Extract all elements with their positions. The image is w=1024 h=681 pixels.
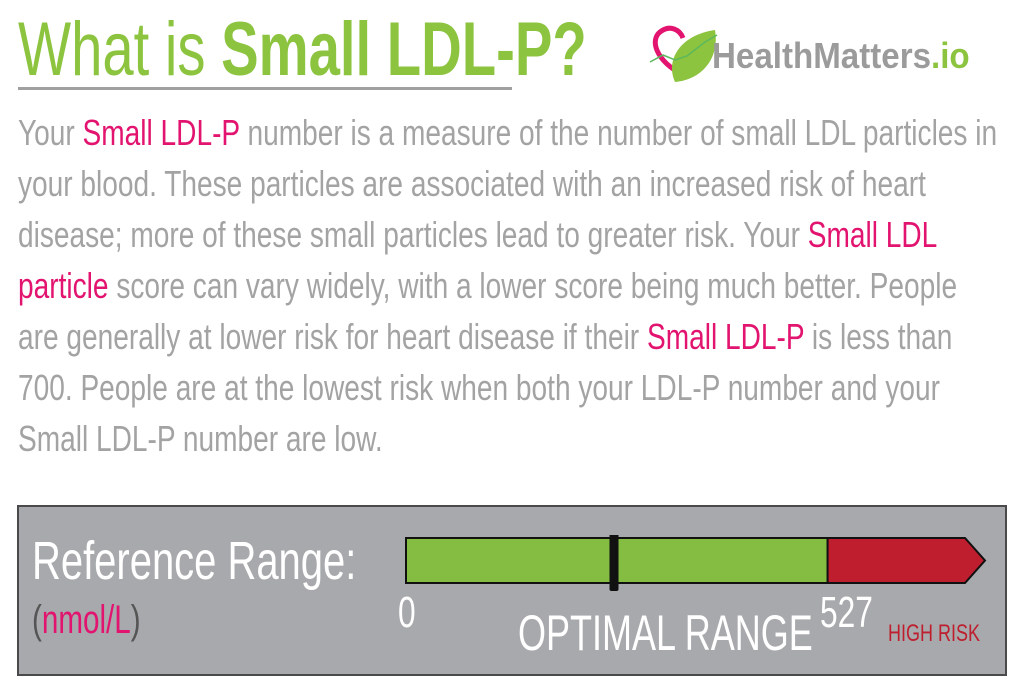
text-segment: score can vary widely, with a lower scor… bbox=[108, 265, 958, 306]
optimal-range-label: OPTIMAL RANGE bbox=[518, 605, 813, 661]
threshold-label: 527 bbox=[820, 588, 873, 637]
paragraph-line: 700. People are at the lowest risk when … bbox=[18, 367, 940, 409]
reference-range-label: Reference Range: bbox=[32, 531, 357, 591]
paragraph-line: disease; more of these small particles l… bbox=[18, 214, 937, 256]
text-segment: are generally at lower risk for heart di… bbox=[18, 316, 647, 357]
highlighted-term: Small LDL bbox=[807, 214, 938, 255]
heart-icon bbox=[652, 25, 686, 78]
min-label: 0 bbox=[398, 588, 416, 637]
paragraph-line: your blood. These particles are associat… bbox=[18, 163, 926, 205]
text-segment: 700. People are at the lowest risk when … bbox=[18, 367, 940, 408]
highlighted-term: Small LDL-P bbox=[82, 112, 240, 153]
paragraph-line: Your Small LDL-P number is a measure of … bbox=[18, 112, 997, 154]
title-divider bbox=[18, 87, 512, 90]
paragraph-line: Small LDL-P number are low. bbox=[18, 418, 383, 460]
high-risk-label: HIGH RISK bbox=[888, 620, 981, 647]
value-marker bbox=[609, 535, 619, 591]
high-risk-segment bbox=[826, 537, 987, 584]
text-segment: Small LDL-P number are low. bbox=[18, 418, 383, 459]
leaf-icon bbox=[671, 30, 716, 82]
paragraph-line: are generally at lower risk for heart di… bbox=[18, 316, 952, 358]
text-segment: is less than bbox=[804, 316, 953, 357]
unit-label: (nmol/L) bbox=[32, 598, 141, 642]
logo-text: HealthMatters.io bbox=[712, 35, 970, 76]
paragraph-line: particle score can vary widely, with a l… bbox=[18, 265, 957, 307]
healthmatters-logo bbox=[649, 25, 718, 82]
page-title: What is Small LDL-P? bbox=[18, 7, 587, 92]
highlighted-term: Small LDL-P bbox=[646, 316, 805, 357]
text-segment: number is a measure of the number of sma… bbox=[239, 112, 998, 153]
text-segment: Your bbox=[18, 112, 83, 153]
range-bar bbox=[405, 535, 987, 591]
reference-range-panel bbox=[17, 505, 1007, 676]
highlighted-term: particle bbox=[18, 265, 109, 306]
text-segment: your blood. These particles are associat… bbox=[18, 163, 926, 204]
text-segment: disease; more of these small particles l… bbox=[18, 214, 808, 255]
